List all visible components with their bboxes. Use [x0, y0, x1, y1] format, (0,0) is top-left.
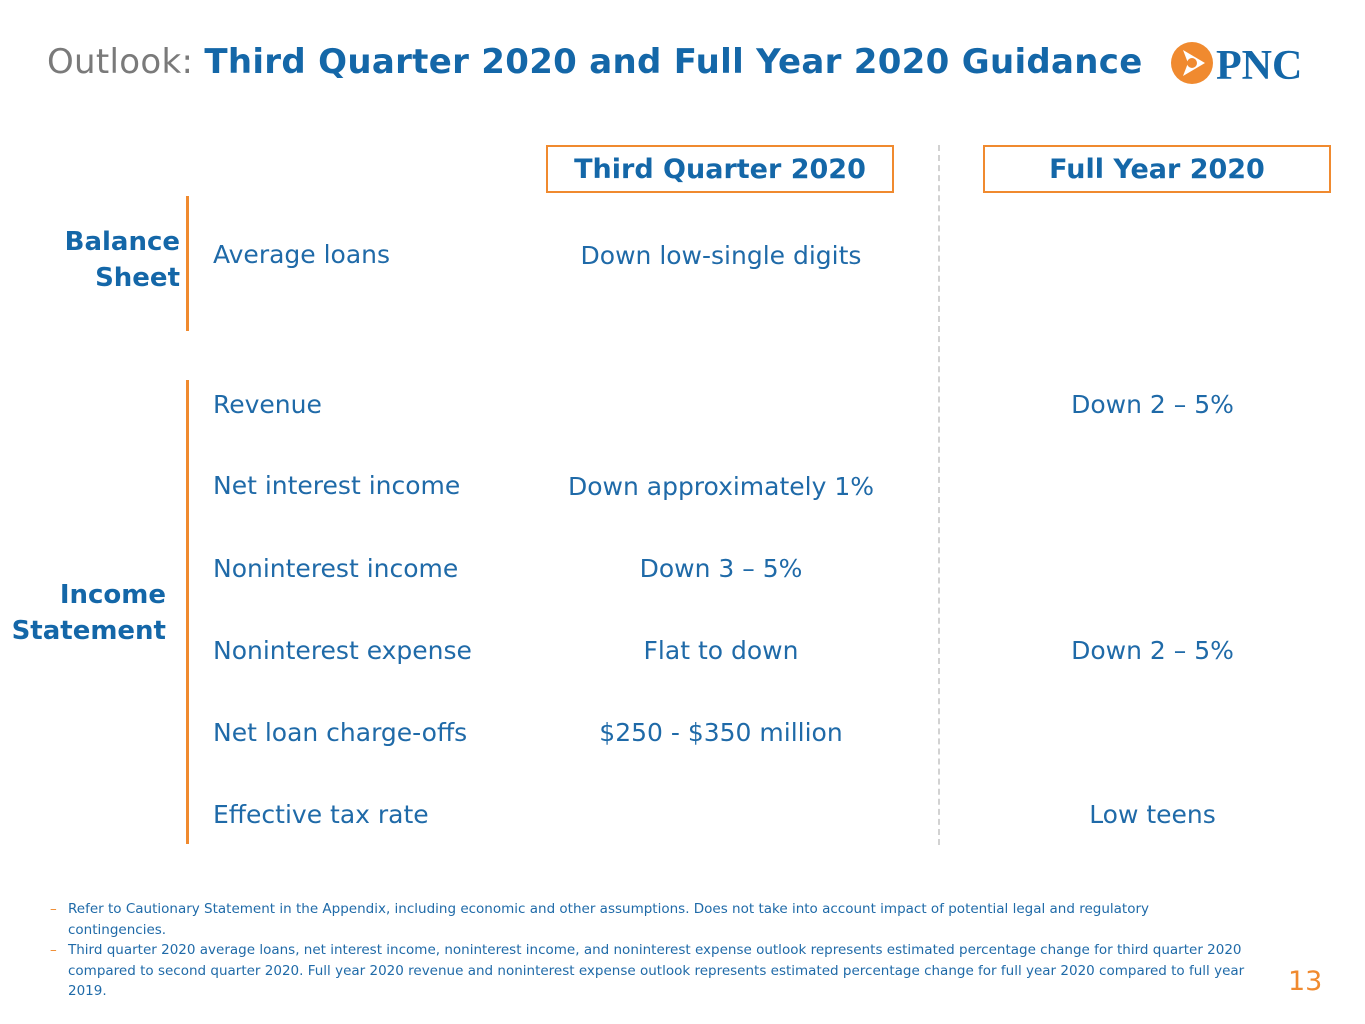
- cell-fy-revenue: Down 2 – 5%: [1071, 390, 1234, 419]
- row-label-noninterest-expense: Noninterest expense: [213, 636, 472, 665]
- section-label-line: Statement: [11, 616, 166, 646]
- footnotes: – Refer to Cautionary Statement in the A…: [50, 899, 1250, 1002]
- cell-fy-effective-tax-rate: Low teens: [1089, 800, 1216, 829]
- row-label-net-interest-income: Net interest income: [213, 471, 461, 500]
- section-label-line: Sheet: [95, 263, 180, 293]
- footnote-bullet: –: [50, 901, 57, 917]
- row-label-net-loan-charge-offs: Net loan charge-offs: [213, 718, 468, 747]
- cell-fy-noninterest-expense: Down 2 – 5%: [1071, 636, 1234, 665]
- column-header-fy: Full Year 2020: [983, 145, 1331, 193]
- title-main: Third Quarter 2020 and Full Year 2020 Gu…: [204, 42, 1143, 82]
- column-divider: [938, 145, 940, 845]
- cell-q3-net-loan-charge-offs: $250 - $350 million: [599, 718, 843, 747]
- row-label-average-loans: Average loans: [213, 240, 391, 269]
- footnote-bullet: –: [50, 942, 57, 958]
- row-label-noninterest-income: Noninterest income: [213, 554, 459, 583]
- cell-q3-average-loans: Down low-single digits: [580, 241, 862, 270]
- page-title: Outlook: Third Quarter 2020 and Full Yea…: [47, 42, 1143, 82]
- page-number: 13: [1288, 966, 1323, 997]
- pnc-logo: PNC: [1171, 42, 1302, 89]
- income-statement-bar: [186, 380, 189, 844]
- section-label-line: Balance: [64, 227, 180, 257]
- footnote: – Refer to Cautionary Statement in the A…: [50, 899, 1250, 940]
- cell-q3-noninterest-expense: Flat to down: [643, 636, 799, 665]
- cell-q3-net-interest-income: Down approximately 1%: [567, 472, 875, 501]
- balance-sheet-bar: [186, 196, 189, 331]
- logo-text: PNC: [1216, 43, 1302, 89]
- column-header-q3: Third Quarter 2020: [546, 145, 894, 193]
- footnote: – Third quarter 2020 average loans, net …: [50, 940, 1250, 1002]
- row-label-effective-tax-rate: Effective tax rate: [213, 800, 429, 829]
- section-label-income-statement: Income Statement: [0, 577, 166, 649]
- cell-q3-noninterest-income: Down 3 – 5%: [639, 554, 803, 583]
- title-lead: Outlook:: [47, 42, 194, 82]
- footnote-text: Refer to Cautionary Statement in the App…: [68, 901, 1150, 938]
- pnc-arrow-logo-icon: [1171, 42, 1213, 84]
- row-label-revenue: Revenue: [213, 390, 322, 419]
- section-label-balance-sheet: Balance Sheet: [0, 224, 180, 296]
- footnote-text: Third quarter 2020 average loans, net in…: [68, 942, 1245, 999]
- section-label-line: Income: [59, 580, 166, 610]
